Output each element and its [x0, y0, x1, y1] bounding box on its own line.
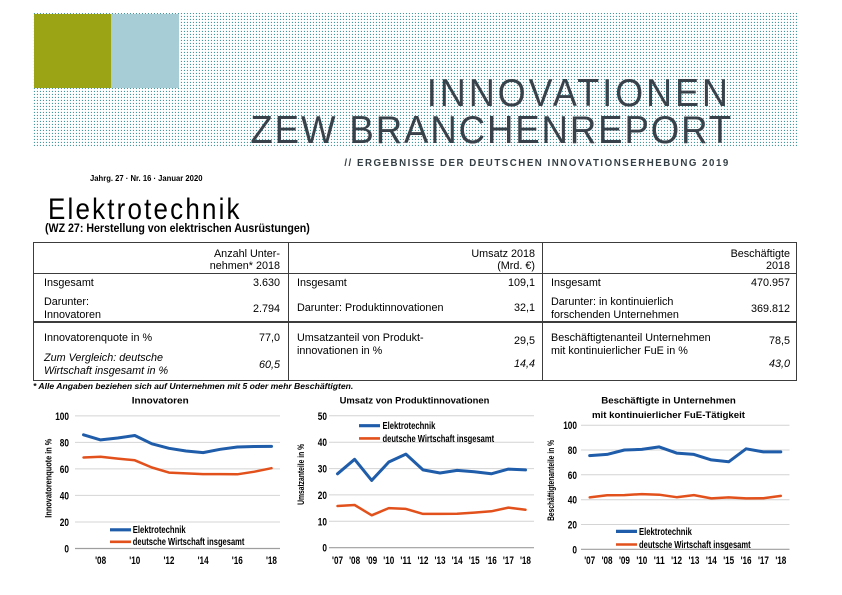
svg-text:'18: '18: [266, 555, 277, 567]
svg-text:'12: '12: [163, 555, 174, 567]
svg-text:40: 40: [318, 437, 327, 449]
svg-text:Elektrotechnik: Elektrotechnik: [639, 527, 692, 538]
svg-text:30: 30: [318, 464, 327, 476]
svg-text:'07: '07: [584, 555, 595, 567]
svg-text:'08: '08: [95, 555, 106, 567]
svg-text:100: 100: [563, 420, 577, 432]
svg-text:'18: '18: [520, 555, 531, 567]
svg-text:Elektrotechnik: Elektrotechnik: [133, 525, 186, 536]
svg-text:'15: '15: [469, 555, 480, 567]
svg-text:'12: '12: [417, 555, 428, 567]
svg-text:40: 40: [60, 490, 69, 502]
svg-text:'14: '14: [706, 555, 718, 567]
svg-text:Umsatz von Produktinnovationen: Umsatz von Produktinnovationen: [340, 396, 490, 407]
svg-text:'15: '15: [723, 555, 734, 567]
svg-text:deutsche Wirtschaft insgesamt: deutsche Wirtschaft insgesamt: [133, 537, 245, 548]
svg-text:'16: '16: [232, 555, 243, 567]
svg-text:mit kontinuierlicher FuE-Tätig: mit kontinuierlicher FuE-Tätigkeit: [592, 410, 746, 421]
svg-text:0: 0: [572, 544, 577, 556]
svg-text:'12: '12: [671, 555, 682, 567]
svg-text:Umsatzanteile in %: Umsatzanteile in %: [296, 444, 306, 505]
svg-text:Innovatorenquote in %: Innovatorenquote in %: [44, 439, 54, 518]
svg-text:Elektrotechnik: Elektrotechnik: [383, 421, 436, 432]
svg-text:20: 20: [60, 517, 69, 529]
svg-text:'10: '10: [129, 555, 140, 567]
svg-text:Beschäftigte in Unternehmen: Beschäftigte in Unternehmen: [601, 396, 736, 407]
svg-text:80: 80: [568, 445, 577, 457]
svg-text:'14: '14: [198, 555, 210, 567]
svg-text:'16: '16: [486, 555, 497, 567]
svg-text:60: 60: [568, 470, 577, 482]
svg-text:'10: '10: [636, 555, 647, 567]
svg-text:40: 40: [568, 495, 577, 507]
svg-text:100: 100: [55, 411, 69, 423]
svg-text:'17: '17: [758, 555, 769, 567]
svg-text:'11: '11: [400, 555, 411, 567]
svg-text:'17: '17: [503, 555, 514, 567]
svg-text:'18: '18: [775, 555, 786, 567]
svg-text:10: 10: [318, 516, 327, 528]
svg-text:20: 20: [318, 490, 327, 502]
svg-text:20: 20: [568, 519, 577, 531]
svg-text:'13: '13: [688, 555, 699, 567]
svg-text:'07: '07: [332, 555, 343, 567]
svg-text:deutsche Wirtschaft insgesamt: deutsche Wirtschaft insgesamt: [383, 434, 495, 445]
svg-text:'09: '09: [619, 555, 630, 567]
svg-text:'08: '08: [349, 555, 360, 567]
svg-text:'09: '09: [366, 555, 377, 567]
svg-text:80: 80: [60, 437, 69, 449]
svg-text:deutsche Wirtschaft insgesamt: deutsche Wirtschaft insgesamt: [639, 540, 751, 551]
svg-text:0: 0: [64, 544, 69, 556]
svg-text:'14: '14: [452, 555, 464, 567]
svg-text:'11: '11: [654, 555, 665, 567]
svg-text:60: 60: [60, 464, 69, 476]
svg-text:Innovatoren: Innovatoren: [132, 396, 189, 407]
svg-text:'13: '13: [435, 555, 446, 567]
svg-text:0: 0: [322, 543, 327, 555]
svg-text:'08: '08: [602, 555, 613, 567]
svg-text:50: 50: [318, 411, 327, 423]
svg-text:'10: '10: [383, 555, 394, 567]
svg-text:Beschäftigtenanteile in %: Beschäftigtenanteile in %: [546, 440, 556, 521]
svg-text:'16: '16: [741, 555, 752, 567]
